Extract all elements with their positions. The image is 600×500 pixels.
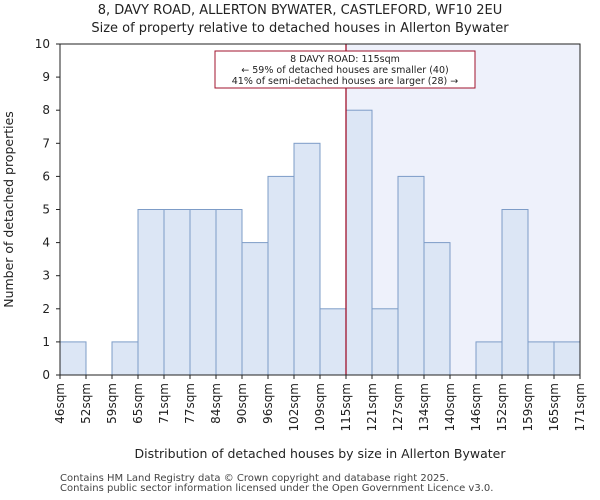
x-tick-label: 152sqm [495,383,509,431]
bar-59sqm [111,341,139,376]
x-tick-label: 102sqm [287,383,301,431]
y-tick-label: 0 [42,368,50,382]
x-axis-label: Distribution of detached houses by size … [135,446,507,461]
bar-84sqm [215,209,243,376]
bar-152sqm [501,209,529,376]
chart-title-address: 8, DAVY ROAD, ALLERTON BYWATER, CASTLEFO… [97,3,503,18]
bar-159sqm [527,341,555,376]
y-tick-label: 4 [42,236,50,250]
x-tick-label: 140sqm [443,383,457,431]
y-tick-label: 5 [42,203,50,217]
x-tick-label: 171sqm [573,383,587,431]
bar-134sqm [423,242,451,376]
y-tick-label: 8 [42,103,50,117]
bar-102sqm [293,142,321,376]
x-tick-label: 121sqm [365,383,379,431]
y-tick-label: 3 [42,269,50,283]
bar-121sqm [371,308,399,376]
annotation-line-3: 41% of semi-detached houses are larger (… [232,76,459,87]
x-tick-label: 165sqm [547,383,561,431]
x-tick-label: 146sqm [469,383,483,431]
bar-165sqm [553,341,581,376]
chart-title: Size of property relative to detached ho… [91,21,509,36]
footer-copyright: Contains HM Land Registry data © Crown c… [60,473,449,484]
x-tick-label: 115sqm [339,383,353,431]
x-tick-label: 96sqm [261,383,275,424]
y-tick-label: 10 [35,37,50,51]
annotation-box [214,50,476,89]
x-tick-label: 65sqm [131,383,145,424]
y-tick-label: 1 [42,335,50,349]
bar-71sqm [163,209,191,376]
bar-109sqm [319,308,347,376]
bar-46sqm [59,341,87,376]
bar-115sqm [345,109,373,376]
x-tick-label: 84sqm [209,383,223,424]
x-tick-label: 159sqm [521,383,535,431]
y-axis-label: Number of detached properties [1,111,16,308]
y-tick-label: 6 [42,169,50,183]
bar-65sqm [137,209,165,376]
x-tick-label: 134sqm [417,383,431,431]
y-tick-label: 7 [42,136,50,150]
x-tick-label: 127sqm [391,383,405,431]
bar-96sqm [267,175,295,376]
annotation-line-2: ← 59% of detached houses are smaller (40… [241,65,448,76]
bar-77sqm [189,209,217,376]
annotation-line-1: 8 DAVY ROAD: 115sqm [290,54,400,65]
bar-146sqm [475,341,503,376]
x-tick-label: 90sqm [235,383,249,424]
bar-90sqm [241,242,269,376]
x-tick-label: 77sqm [183,383,197,424]
x-tick-label: 71sqm [157,383,171,424]
y-tick-label: 9 [42,70,50,84]
bar-127sqm [397,175,425,376]
x-tick-label: 59sqm [105,383,119,424]
x-tick-label: 46sqm [53,383,67,424]
x-tick-label: 52sqm [79,383,93,424]
footer-licence: Contains public sector information licen… [60,483,494,494]
y-tick-label: 2 [42,302,50,316]
x-tick-label: 109sqm [313,383,327,431]
